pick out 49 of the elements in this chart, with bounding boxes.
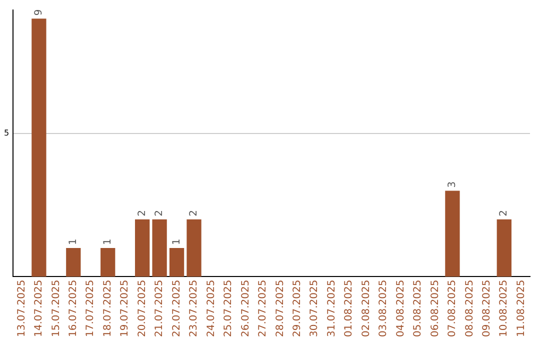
x-tick-label: 15.07.2025 (50, 280, 62, 338)
bar (445, 190, 460, 277)
x-tick-label: 09.08.2025 (482, 280, 493, 338)
x-tick-label: 13.07.2025 (16, 280, 28, 338)
x-tick-label: 10.08.2025 (498, 280, 510, 338)
x-tick-label: 21.07.2025 (154, 280, 166, 338)
data-label: 2 (154, 210, 166, 216)
x-tick-label: 04.08.2025 (395, 280, 406, 338)
x-tick-label: 22.07.2025 (171, 280, 182, 338)
bar (169, 248, 184, 277)
data-label: 3 (447, 181, 458, 188)
y-tick-label: 5 (4, 128, 10, 138)
x-tick-label: 25.07.2025 (223, 280, 234, 338)
data-label: 9 (34, 9, 45, 16)
x-tick-label: 27.07.2025 (258, 280, 269, 338)
x-tick-label: 16.07.2025 (68, 280, 79, 338)
x-tick-label: 23.07.2025 (188, 280, 200, 338)
x-tick-label: 02.08.2025 (360, 280, 372, 338)
x-tick-label: 14.07.2025 (34, 280, 45, 338)
x-tick-label: 11.08.2025 (516, 280, 527, 338)
x-tick-label: 24.07.2025 (206, 280, 217, 338)
x-tick-label: 29.07.2025 (292, 280, 303, 338)
x-tick-label: 18.07.2025 (102, 280, 114, 338)
data-label: 2 (188, 210, 200, 216)
bar (496, 219, 512, 277)
x-tick-label: 01.08.2025 (344, 280, 355, 338)
x-tick-label: 05.08.2025 (412, 280, 424, 338)
x-tick-label: 07.08.2025 (447, 280, 458, 338)
x-tick-label: 28.07.2025 (274, 280, 286, 338)
x-tick-label: 06.08.2025 (430, 280, 441, 338)
data-label: 1 (102, 238, 114, 246)
data-label: 2 (136, 210, 148, 216)
bar (66, 248, 81, 277)
bar (186, 219, 202, 277)
x-tick-label: 30.07.2025 (309, 280, 320, 338)
bar (100, 248, 116, 277)
bar (32, 18, 46, 277)
bar (134, 219, 150, 277)
x-tick-label: 31.07.2025 (326, 280, 338, 338)
data-label: 1 (68, 238, 79, 246)
x-tick-label: 08.08.2025 (464, 280, 476, 338)
data-label: 2 (498, 210, 510, 216)
x-tick-label: 17.07.2025 (85, 280, 96, 338)
x-tick-label: 03.08.2025 (378, 280, 390, 338)
x-tick-label: 26.07.2025 (240, 280, 252, 338)
x-tick-label: 19.07.2025 (120, 280, 131, 338)
data-label: 1 (171, 238, 182, 246)
x-tick-label: 20.07.2025 (136, 280, 148, 338)
bar (152, 219, 167, 277)
